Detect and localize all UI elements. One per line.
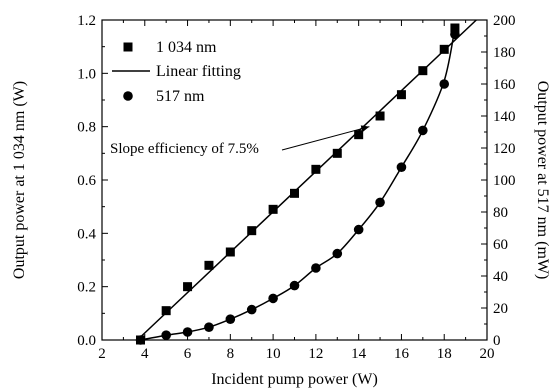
x-axis: 2 4 6 8 10 12 14 16 18 20 bbox=[98, 20, 495, 362]
x-axis-title: Incident pump power (W) bbox=[211, 371, 378, 388]
y-left-tick-label: 0.4 bbox=[77, 226, 96, 242]
fit-curve-517-path bbox=[140, 27, 456, 341]
y-left-tick-label: 0.8 bbox=[77, 120, 96, 136]
y-right-tick-label: 80 bbox=[493, 205, 508, 221]
point-1034nm bbox=[183, 282, 193, 292]
point-1034nm bbox=[332, 148, 342, 158]
point-517nm bbox=[450, 29, 460, 40]
slope-annotation: Slope efficiency of 7.5% bbox=[110, 125, 370, 157]
y-right-tick-label: 60 bbox=[493, 237, 508, 253]
x-tick-label: 8 bbox=[227, 346, 235, 362]
y-left-tick-label: 1.0 bbox=[77, 66, 96, 82]
point-1034nm bbox=[290, 188, 299, 198]
point-517nm bbox=[418, 125, 428, 136]
point-1034nm bbox=[418, 66, 428, 76]
point-517nm bbox=[204, 322, 214, 333]
y-axis-right-title: Output power at 517 nm (mW) bbox=[534, 81, 551, 280]
x-tick-label: 12 bbox=[308, 346, 323, 362]
series-517nm bbox=[135, 29, 460, 345]
x-tick-label: 4 bbox=[141, 346, 149, 362]
y-right-tick-label: 180 bbox=[493, 45, 516, 61]
y-axis-left-title: Output power at 1 034 nm (W) bbox=[11, 81, 28, 279]
x-tick-label: 14 bbox=[351, 346, 367, 362]
point-517nm bbox=[439, 79, 450, 89]
point-517nm bbox=[246, 304, 257, 315]
y-right-tick-label: 200 bbox=[493, 13, 516, 29]
point-517nm bbox=[353, 224, 364, 235]
y-right-tick-label: 0 bbox=[493, 333, 501, 349]
point-517nm bbox=[332, 248, 343, 259]
point-517nm bbox=[161, 330, 171, 341]
point-1034nm bbox=[247, 226, 257, 236]
point-1034nm bbox=[450, 23, 460, 33]
legend-label: 1 034 nm bbox=[156, 39, 217, 56]
legend-marker-517nm bbox=[123, 91, 133, 101]
annotation-arrowhead bbox=[360, 125, 370, 133]
x-tick-label: 10 bbox=[266, 346, 281, 362]
fit-curve-517 bbox=[140, 27, 456, 341]
legend-marker-1034nm bbox=[123, 42, 133, 52]
point-517nm bbox=[135, 335, 146, 345]
y-right-tick-label: 120 bbox=[493, 141, 516, 157]
y-right-tick-label: 140 bbox=[493, 109, 516, 125]
y-right-tick-label: 40 bbox=[493, 269, 508, 285]
point-1034nm bbox=[375, 111, 385, 121]
y-axis-right: 0 20 40 60 80 100 120 140 160 180 200 bbox=[481, 13, 516, 349]
y-left-tick-label: 1.2 bbox=[77, 13, 96, 29]
point-1034nm bbox=[354, 130, 364, 140]
point-517nm bbox=[289, 280, 300, 291]
legend-label: Linear fitting bbox=[156, 63, 241, 80]
legend: 1 034 nm Linear fitting 517 nm bbox=[112, 39, 241, 105]
point-1034nm bbox=[439, 44, 449, 54]
point-517nm bbox=[225, 314, 236, 325]
point-517nm bbox=[182, 327, 193, 337]
x-tick-label: 6 bbox=[184, 346, 192, 362]
point-1034nm bbox=[204, 260, 214, 270]
y-left-tick-label: 0.6 bbox=[77, 173, 96, 189]
point-517nm bbox=[375, 197, 385, 208]
x-tick-label: 16 bbox=[394, 346, 410, 362]
annotation-text: Slope efficiency of 7.5% bbox=[110, 141, 259, 157]
x-tick-label: 2 bbox=[98, 346, 106, 362]
y-right-tick-label: 100 bbox=[493, 173, 516, 189]
point-517nm bbox=[268, 293, 278, 304]
point-1034nm bbox=[268, 204, 278, 214]
point-517nm bbox=[396, 162, 407, 172]
point-1034nm bbox=[396, 90, 406, 100]
annotation-arrow bbox=[281, 126, 370, 151]
y-left-tick-label: 0.0 bbox=[77, 333, 96, 349]
y-left-tick-label: 0.2 bbox=[77, 280, 96, 296]
y-axis-left: 0.0 0.2 0.4 0.6 0.8 1.0 1.2 bbox=[77, 13, 108, 349]
x-tick-label: 18 bbox=[437, 346, 452, 362]
y-right-tick-label: 160 bbox=[493, 77, 516, 93]
point-517nm bbox=[311, 263, 321, 273]
point-1034nm bbox=[161, 306, 171, 316]
y-right-tick-label: 20 bbox=[493, 301, 508, 317]
point-1034nm bbox=[225, 247, 235, 257]
x-tick-label: 20 bbox=[480, 346, 495, 362]
legend-label: 517 nm bbox=[156, 88, 205, 105]
point-1034nm bbox=[311, 164, 321, 174]
